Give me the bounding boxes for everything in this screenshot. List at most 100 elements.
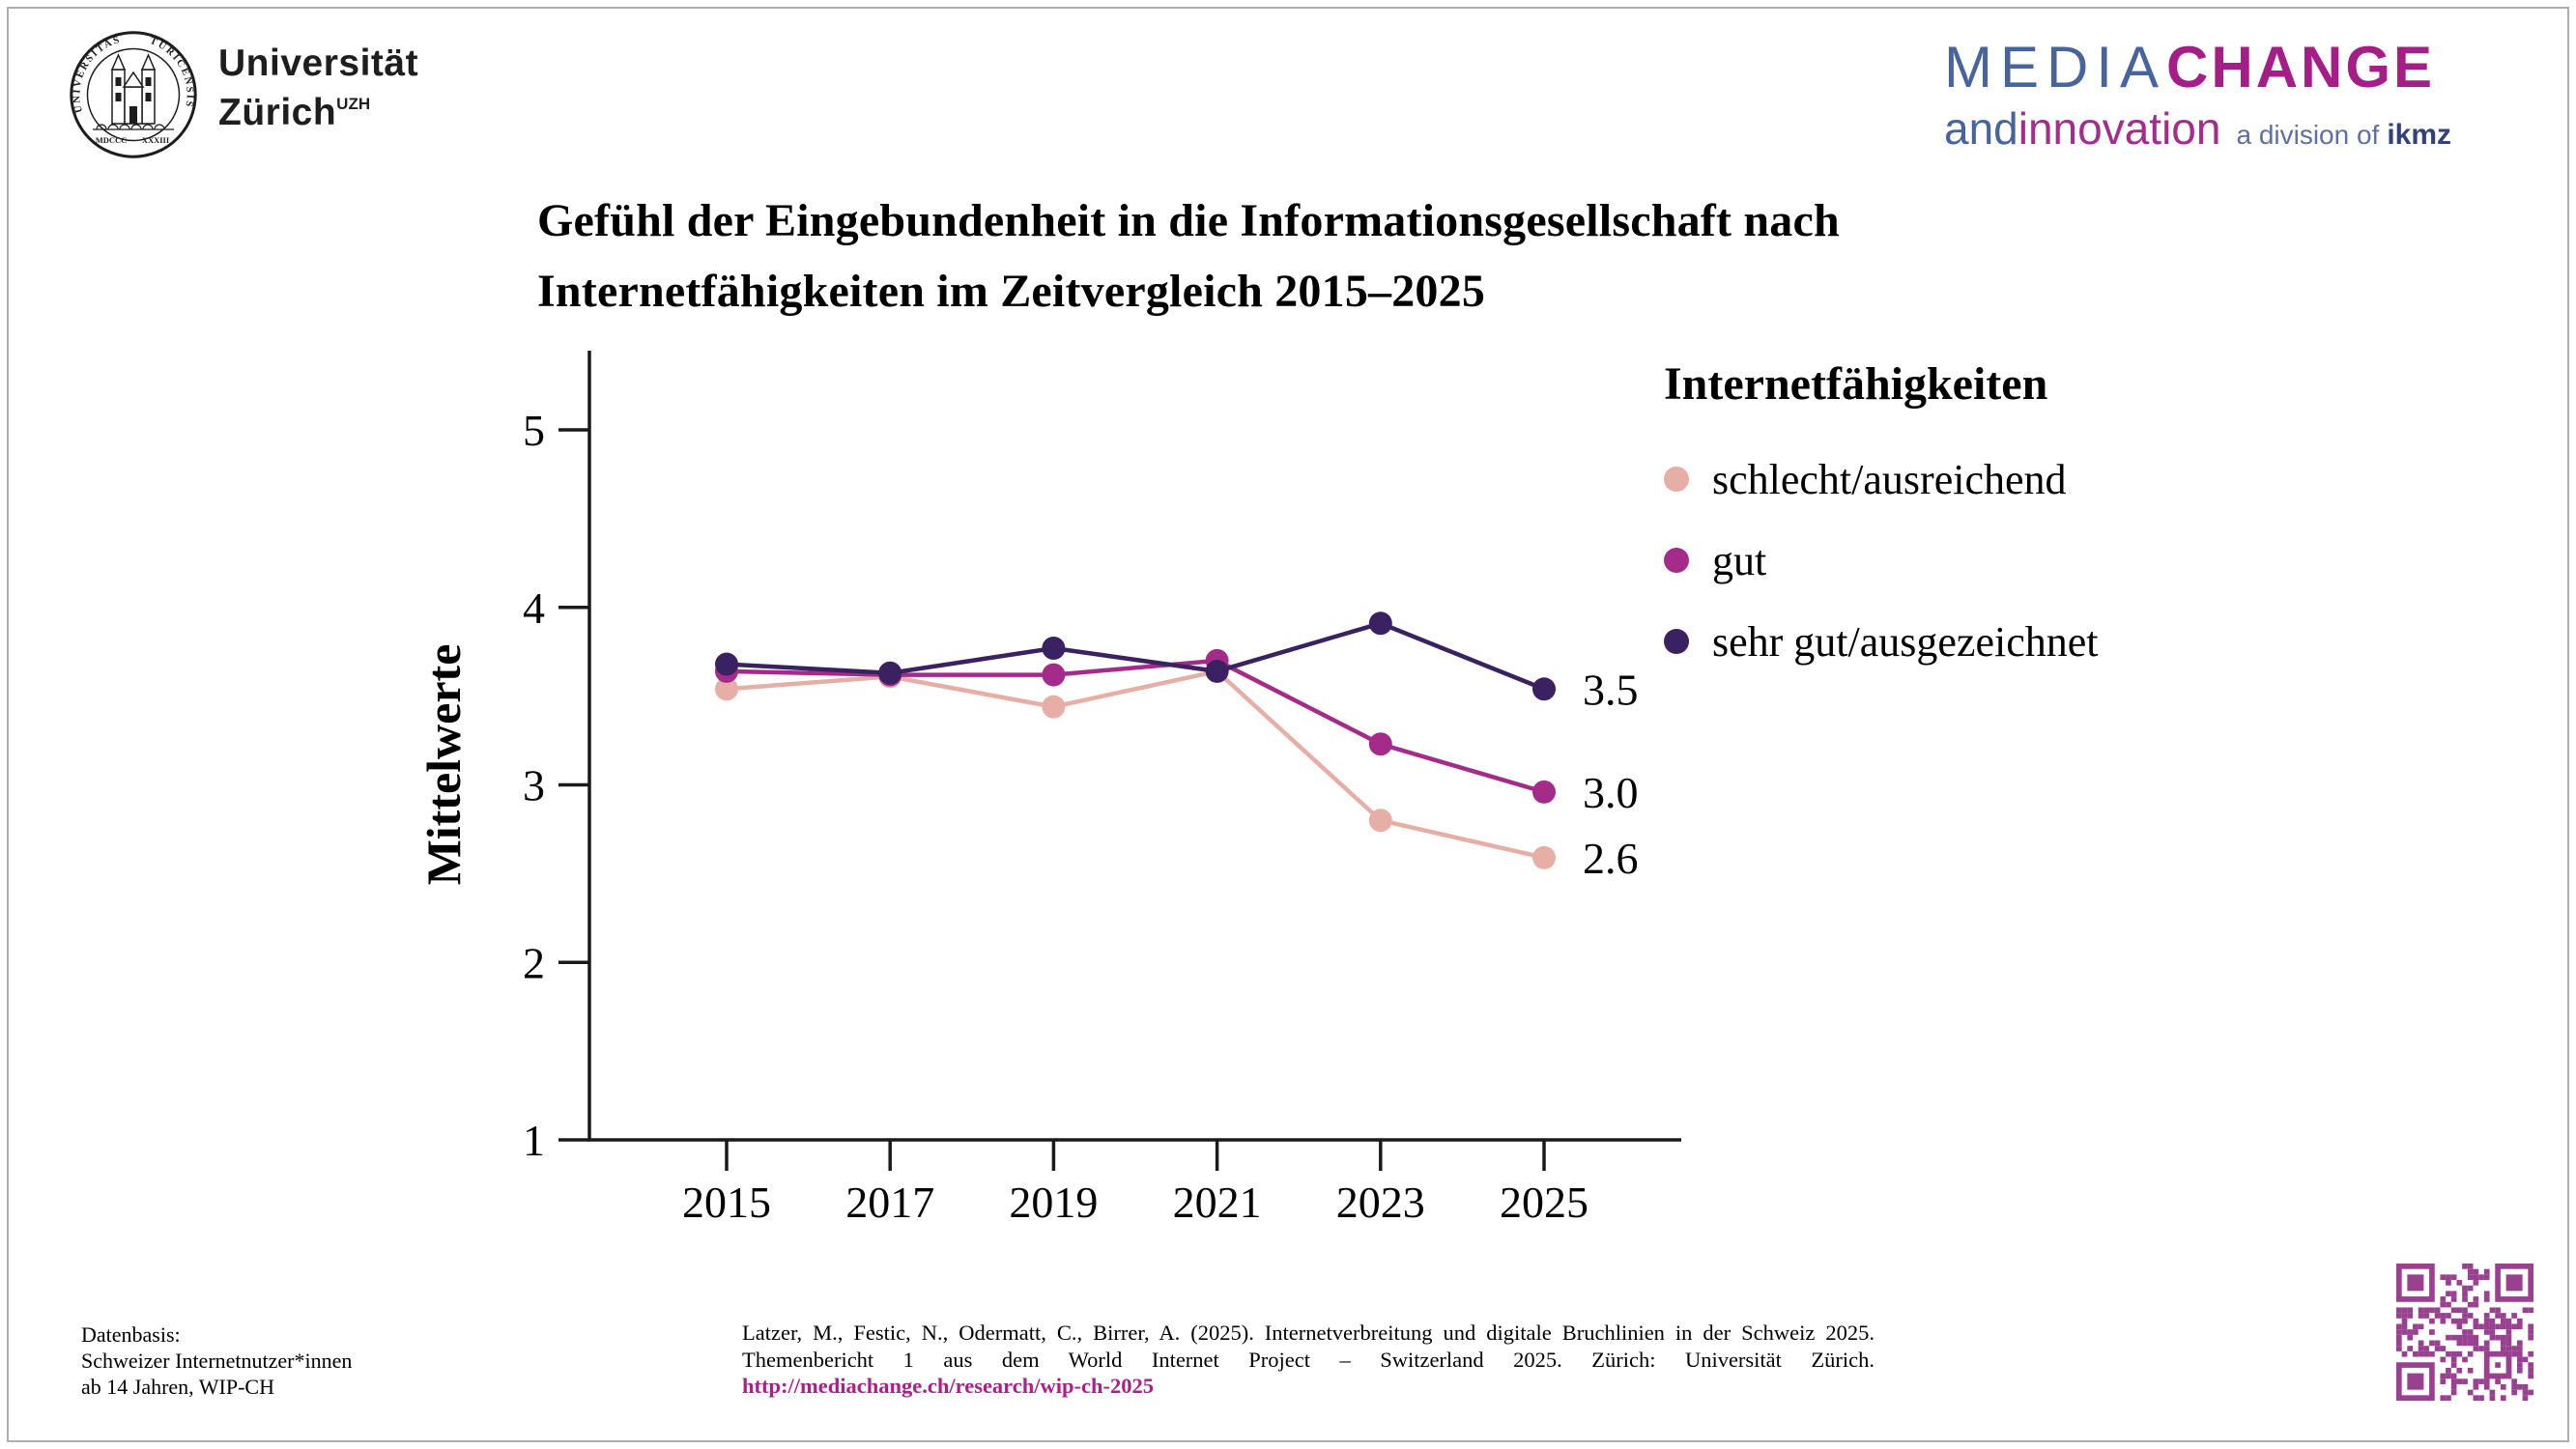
qr-module [2516, 1323, 2523, 1330]
data-point-s2-2019 [1042, 637, 1066, 661]
svg-text:XXXIII: XXXIII [142, 135, 170, 145]
y-tick-label-5: 5 [523, 406, 545, 455]
axis-lines [587, 351, 1681, 1142]
qr-module [2473, 1383, 2479, 1390]
mediachange-ikmz: ikmz [2387, 119, 2452, 151]
qr-module [2528, 1389, 2533, 1396]
x-tick-label-2021: 2021 [1173, 1178, 1262, 1227]
series-line-0 [726, 668, 1545, 861]
qr-module [2500, 1313, 2506, 1319]
qr-module [2500, 1346, 2506, 1351]
citation-line1: Latzer, M., Festic, N., Odermatt, C., Bi… [742, 1321, 1875, 1345]
uzh-wordmark-line1: Universität [218, 43, 419, 84]
qr-module [2522, 1307, 2529, 1314]
qr-module [2446, 1313, 2451, 1319]
qr-module [2440, 1378, 2447, 1384]
qr-module [2407, 1329, 2414, 1335]
qr-module [2467, 1340, 2474, 1347]
qr-module [2478, 1395, 2484, 1401]
y-tick-label-2: 2 [523, 938, 545, 987]
qr-module [2462, 1264, 2468, 1269]
qr-module [2423, 1307, 2430, 1314]
qr-module [2528, 1367, 2533, 1374]
uzh-logo: UNIVERSITAS TURICENSIS MDCCC [68, 29, 418, 160]
qr-module [2467, 1367, 2474, 1374]
qr-module [2418, 1323, 2424, 1330]
qr-module [2450, 1274, 2457, 1281]
qr-module [2423, 1350, 2430, 1357]
qr-module [2467, 1264, 2474, 1269]
qr-module [2473, 1318, 2479, 1324]
qr-module [2429, 1307, 2435, 1314]
qr-module [2413, 1323, 2419, 1330]
mediachange-division: a division of [2236, 120, 2380, 150]
qr-module [2450, 1373, 2457, 1379]
end-label-s2: 3.5 [1583, 665, 1639, 714]
qr-module [2462, 1307, 2468, 1314]
qr-module [2401, 1313, 2408, 1319]
qr-module [2473, 1395, 2479, 1401]
qr-module [2489, 1334, 2496, 1341]
qr-module [2401, 1307, 2408, 1314]
qr-module [2401, 1350, 2408, 1357]
qr-module [2483, 1313, 2490, 1319]
svg-text:MDCCC: MDCCC [96, 135, 128, 145]
qr-module [2396, 1334, 2402, 1341]
qr-module [2434, 1307, 2441, 1314]
qr-module [2511, 1346, 2517, 1351]
qr-module [2407, 1373, 2424, 1390]
qr-module [2407, 1313, 2414, 1319]
data-basis-note: Datenbasis: Schweizer Internetnutzer*inn… [81, 1322, 353, 1399]
qr-module [2418, 1346, 2424, 1351]
qr-module [2450, 1362, 2457, 1368]
qr-module [2440, 1395, 2447, 1401]
data-point-s0-2025 [1532, 845, 1556, 869]
qr-module [2495, 1378, 2501, 1384]
uzh-wordmark-sup: UZH [336, 95, 371, 113]
mediachange-logo-line1: MEDIACHANGE [1944, 39, 2451, 97]
qr-module [2489, 1318, 2496, 1324]
qr-module [2505, 1346, 2512, 1351]
uzh-seal-icon: UNIVERSITAS TURICENSIS MDCCC [70, 31, 197, 158]
qr-module [2483, 1329, 2490, 1335]
qr-module [2467, 1313, 2474, 1319]
x-tick-label-2019: 2019 [1009, 1178, 1098, 1227]
qr-module [2407, 1307, 2414, 1314]
qr-module [2473, 1274, 2479, 1281]
mediachange-logo-line2: and innovation a division of ikmz [1944, 102, 2451, 155]
qr-module [2456, 1280, 2463, 1286]
data-point-s2-2017 [878, 661, 902, 685]
x-tick-label-2015: 2015 [682, 1178, 771, 1227]
qr-module [2429, 1340, 2435, 1347]
citation-url-link[interactable]: http://mediachange.ch/research/wip-ch-20… [742, 1374, 1155, 1398]
qr-module [2473, 1346, 2479, 1351]
qr-module [2450, 1383, 2457, 1390]
qr-module [2450, 1389, 2457, 1396]
qr-module [2495, 1323, 2501, 1330]
citation: Latzer, M., Festic, N., Odermatt, C., Bi… [742, 1320, 1875, 1400]
qr-module [2511, 1378, 2517, 1384]
qr-module [2528, 1334, 2533, 1341]
end-label-s1: 3.0 [1583, 768, 1639, 817]
qr-module [2483, 1346, 2490, 1351]
qr-module [2456, 1340, 2463, 1347]
qr-module [2516, 1318, 2523, 1324]
qr-module [2467, 1350, 2474, 1357]
qr-module [2450, 1296, 2457, 1302]
legend-dot-icon [1664, 548, 1689, 573]
qr-module [2473, 1334, 2479, 1341]
y-tick-label-4: 4 [523, 583, 545, 633]
qr-module [2500, 1323, 2506, 1330]
qr-module [2516, 1350, 2523, 1357]
qr-module [2478, 1274, 2484, 1281]
qr-module [2462, 1291, 2468, 1297]
qr-module [2511, 1383, 2517, 1390]
qr-module [2467, 1334, 2474, 1341]
legend-item-label: schlecht/ausreichend [1712, 455, 2067, 503]
qr-module [2462, 1378, 2468, 1384]
data-point-s2-2015 [715, 652, 738, 676]
qr-module [2462, 1318, 2468, 1324]
qr-module [2401, 1329, 2408, 1335]
qr-module [2407, 1274, 2424, 1292]
data-point-s2-2021 [1205, 659, 1229, 683]
